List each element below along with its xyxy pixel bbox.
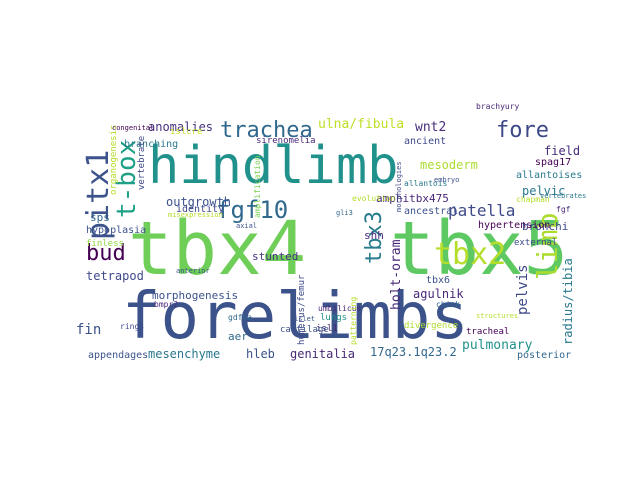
cloud-word: ulna/fibula: [318, 117, 405, 132]
cloud-word: humerus/femur: [297, 274, 307, 345]
cloud-word: wnt2: [415, 120, 447, 135]
cloud-word: gli3: [336, 209, 353, 217]
cloud-word: external: [514, 238, 558, 248]
cloud-word: pelvis: [515, 264, 531, 315]
cloud-word: outgrowth: [166, 195, 232, 209]
cloud-word: mesenchyme: [148, 347, 221, 361]
cloud-word: isl1: [316, 324, 338, 334]
cloud-word: identity: [176, 204, 225, 215]
cloud-word: patterning: [349, 296, 358, 345]
cloud-word: brachyury: [476, 102, 520, 111]
cloud-word: divergence: [404, 321, 459, 331]
cloud-word: 17q23.1q23.2: [370, 345, 457, 359]
cloud-word: sirenomelia: [256, 136, 316, 146]
cloud-word: ancestral: [404, 206, 459, 217]
cloud-word: tbx6: [426, 275, 451, 286]
cloud-word: islcre: [170, 127, 203, 137]
cloud-word: genitalia: [290, 347, 356, 361]
cloud-word: agulnik: [413, 287, 464, 301]
cloud-word: allantoises: [516, 170, 583, 181]
cloud-word: congenital: [112, 124, 155, 132]
cloud-word: misexpression: [168, 211, 223, 219]
cloud-word: allantois: [404, 179, 448, 188]
cloud-word: hypertension: [478, 220, 551, 231]
cloud-word: organogenesis: [109, 124, 119, 195]
cloud-word: morphogenesis: [152, 289, 239, 302]
cloud-word: fin: [76, 322, 102, 338]
cloud-word: tbx4: [128, 206, 307, 292]
cloud-word: hleb: [246, 347, 275, 361]
cloud-word: tracheal: [466, 327, 510, 337]
cloud-word: tbx5: [390, 206, 569, 292]
cloud-word: structures: [476, 312, 519, 320]
cloud-word: patella: [448, 201, 516, 220]
cloud-word: morphologies: [395, 161, 403, 212]
cloud-word: embryo: [434, 176, 460, 184]
cloud-word: vertebrates: [540, 192, 587, 200]
cloud-word: fgf10: [216, 196, 289, 224]
cloud-word: posterior: [517, 350, 572, 361]
cloud-word: gdf6a: [228, 313, 253, 322]
cloud-word: chick: [436, 300, 461, 309]
cloud-word: shh: [364, 229, 384, 242]
cloud-word: mesoderm: [420, 158, 478, 172]
cloud-word: axial: [236, 222, 258, 230]
cloud-word: vertebrate: [137, 135, 147, 190]
cloud-word: tetrapod: [86, 269, 144, 283]
cloud-word: trachea: [220, 118, 313, 143]
cloud-word: islet: [294, 315, 316, 323]
cloud-word: appendages: [88, 350, 149, 361]
cloud-word: fgf: [556, 205, 571, 214]
cloud-word: bronchi: [522, 220, 569, 233]
cloud-word: umbilicus: [318, 304, 362, 313]
cloud-word: hindlimb: [148, 136, 399, 196]
cloud-word: pulmonary: [462, 338, 533, 353]
cloud-word: tbx2: [434, 237, 507, 272]
cloud-word: bmpr2: [154, 300, 179, 309]
cloud-word: ancient: [404, 136, 447, 147]
cloud-word: stunted: [252, 250, 299, 263]
cloud-word: evolution: [352, 194, 396, 203]
cloud-word: lungs: [320, 313, 348, 323]
cloud-word: bud: [86, 241, 126, 266]
cloud-word: cartilage: [280, 325, 329, 335]
cloud-word: spag17: [535, 157, 572, 168]
cloud-word: aer: [228, 330, 248, 343]
cloud-word: fore: [496, 118, 549, 143]
cloud-word: finless: [86, 239, 124, 249]
cloud-word: radius/tibia: [561, 258, 575, 345]
cloud-word: hypoplasia: [86, 225, 147, 236]
cloud-word: amplification: [253, 155, 262, 218]
cloud-word: anterior: [176, 267, 210, 275]
cloud-word: sps: [90, 211, 110, 224]
cloud-word: amphitbx475: [376, 192, 449, 205]
cloud-word: field: [544, 144, 581, 158]
cloud-word: branching: [124, 139, 179, 150]
cloud-word: rings: [120, 322, 145, 331]
cloud-word: holt-oram: [389, 239, 404, 310]
cloud-word: chapman: [516, 195, 550, 204]
cloud-word: pelvic: [522, 184, 566, 198]
cloud-word: anomalies: [148, 120, 214, 134]
cloud-word: forelimbs: [122, 280, 469, 354]
